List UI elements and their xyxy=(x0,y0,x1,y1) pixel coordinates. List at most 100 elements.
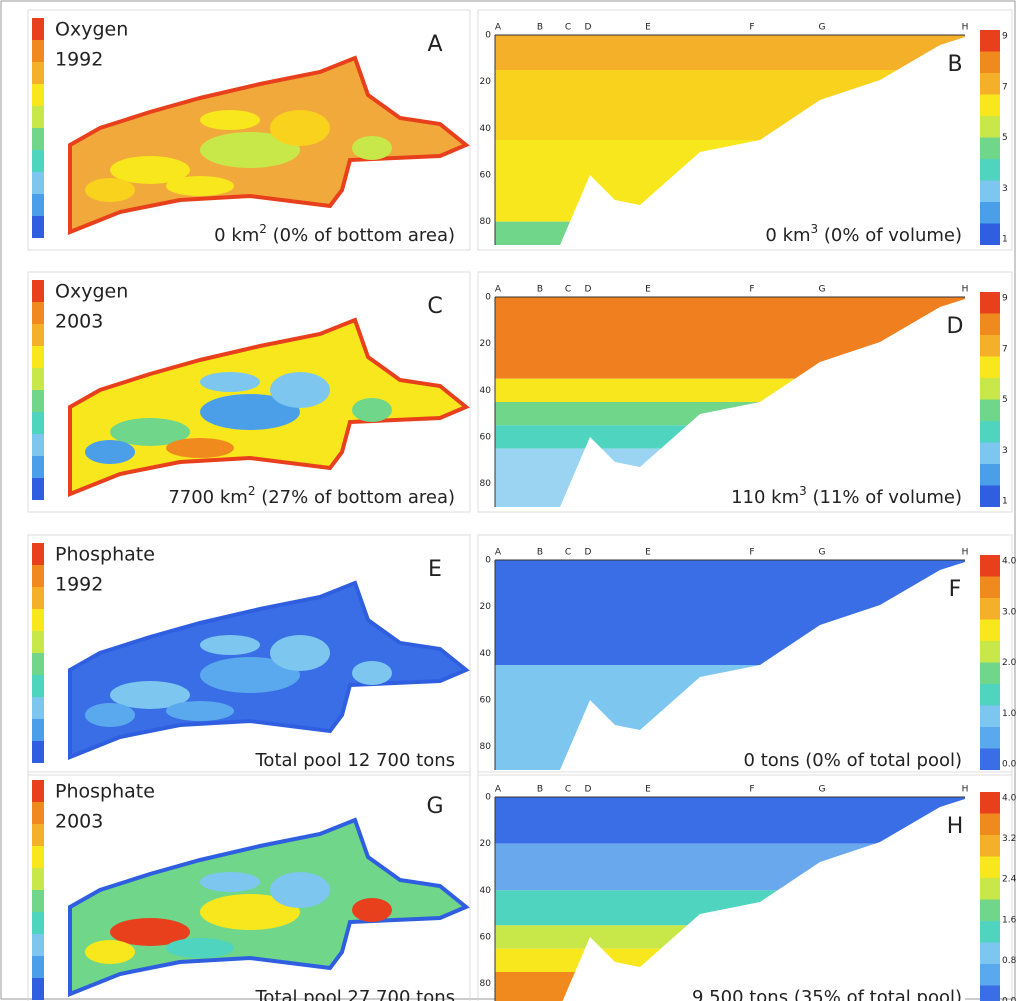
colorbar-band xyxy=(32,565,44,587)
station-label: C xyxy=(565,23,571,33)
colorbar-band xyxy=(980,921,1000,943)
colorbar-band xyxy=(980,159,1000,181)
depth-tick-label: 80 xyxy=(480,479,492,489)
colorbar-band xyxy=(980,555,1000,577)
colorbar-tick-label: 3 xyxy=(1002,184,1008,194)
colorbar-tick-label: 1.0 xyxy=(1002,709,1017,719)
map-patch xyxy=(270,372,330,408)
depth-tick-label: 80 xyxy=(480,217,492,227)
map-patch xyxy=(352,898,392,922)
depth-tick-label: 0 xyxy=(485,293,491,303)
map-patch xyxy=(270,635,330,671)
colorbar-band xyxy=(32,543,44,565)
caption: 110 km3 (11% of volume) xyxy=(731,484,962,509)
panel-label: E xyxy=(428,557,442,582)
colorbar-band xyxy=(980,878,1000,900)
colorbar-band xyxy=(32,890,44,912)
colorbar-band xyxy=(32,346,44,368)
station-label: E xyxy=(645,285,651,295)
colorbar-band xyxy=(980,378,1000,400)
depth-tick-label: 40 xyxy=(480,649,492,659)
caption-sup: 3 xyxy=(799,484,807,498)
depth-tick-label: 60 xyxy=(480,171,492,181)
colorbar-band xyxy=(32,846,44,868)
station-label: G xyxy=(819,548,826,558)
caption-text: 9 500 tons (35% of total pool) xyxy=(692,987,962,1001)
colorbar-band xyxy=(980,421,1000,443)
colorbar-tick-label: 4.0 xyxy=(1002,794,1017,804)
depth-tick-label: 0 xyxy=(485,793,491,803)
colorbar-band xyxy=(32,434,44,456)
station-label: H xyxy=(962,285,969,295)
depth-tick-label: 60 xyxy=(480,433,492,443)
colorbar-band xyxy=(32,280,44,302)
figure: Oxygen1992A0 km2 (0% of bottom area)ABCD… xyxy=(0,0,1017,1001)
caption: 0 km2 (0% of bottom area) xyxy=(214,222,455,247)
colorbar-tick-label: 4.0 xyxy=(1002,557,1017,567)
colorbar-band xyxy=(32,194,44,216)
map-title: Oxygen xyxy=(55,281,128,303)
colorbar-band xyxy=(32,956,44,978)
colorbar-band xyxy=(980,52,1000,74)
caption-text: 7700 km xyxy=(168,487,248,508)
colorbar-band xyxy=(32,868,44,890)
colorbar-band xyxy=(32,697,44,719)
station-label: H xyxy=(962,785,969,795)
station-label: A xyxy=(495,23,502,33)
panel-label: A xyxy=(427,32,442,57)
caption-text: 0 km xyxy=(765,225,810,246)
station-label: G xyxy=(819,23,826,33)
colorbar-band xyxy=(980,598,1000,620)
section-band xyxy=(495,35,965,70)
colorbar-band xyxy=(32,478,44,500)
colorbar-band xyxy=(980,727,1000,749)
map-patch xyxy=(200,635,260,655)
depth-tick-label: 0 xyxy=(485,556,491,566)
colorbar-band xyxy=(980,202,1000,224)
caption-sup: 3 xyxy=(811,222,819,236)
colorbar-tick-label: 3.0 xyxy=(1002,607,1017,617)
colorbar-band xyxy=(980,749,1000,771)
caption: 0 km3 (0% of volume) xyxy=(765,222,962,247)
colorbar-band xyxy=(32,802,44,824)
colorbar-band xyxy=(980,95,1000,117)
map-title: 2003 xyxy=(55,311,103,333)
station-label: F xyxy=(749,548,754,558)
colorbar-band xyxy=(980,835,1000,857)
station-label: D xyxy=(585,285,592,295)
colorbar-band xyxy=(980,181,1000,203)
colorbar-tick-label: 2.0 xyxy=(1002,658,1017,668)
panel-label: B xyxy=(947,52,962,77)
colorbar-tick-label: 7 xyxy=(1002,344,1008,354)
map-title: Phosphate xyxy=(55,544,155,566)
caption-text: 0 km xyxy=(214,225,259,246)
depth-tick-label: 20 xyxy=(480,839,492,849)
caption-rest: (0% of bottom area) xyxy=(267,225,455,246)
colorbar-band xyxy=(980,577,1000,599)
colorbar-band xyxy=(32,40,44,62)
colorbar-band xyxy=(32,18,44,40)
station-label: H xyxy=(962,548,969,558)
depth-tick-label: 80 xyxy=(480,742,492,752)
map-patch xyxy=(270,872,330,908)
station-label: C xyxy=(565,285,571,295)
colorbar-band xyxy=(32,719,44,741)
station-label: B xyxy=(537,785,543,795)
colorbar-band xyxy=(980,620,1000,642)
map-patch xyxy=(166,176,234,196)
map-patch xyxy=(85,178,135,202)
colorbar-band xyxy=(980,30,1000,52)
colorbar-band xyxy=(32,934,44,956)
colorbar-tick-label: 1 xyxy=(1002,497,1008,507)
station-label: B xyxy=(537,23,543,33)
map-patch xyxy=(200,110,260,130)
panel-label: G xyxy=(426,794,443,819)
colorbar-band xyxy=(980,964,1000,986)
colorbar-band xyxy=(980,443,1000,465)
panel-label: D xyxy=(947,314,964,339)
caption: 9 500 tons (35% of total pool) xyxy=(692,987,962,1001)
depth-tick-label: 40 xyxy=(480,386,492,396)
colorbar-band xyxy=(980,857,1000,879)
colorbar-band xyxy=(32,631,44,653)
colorbar-band xyxy=(980,400,1000,422)
